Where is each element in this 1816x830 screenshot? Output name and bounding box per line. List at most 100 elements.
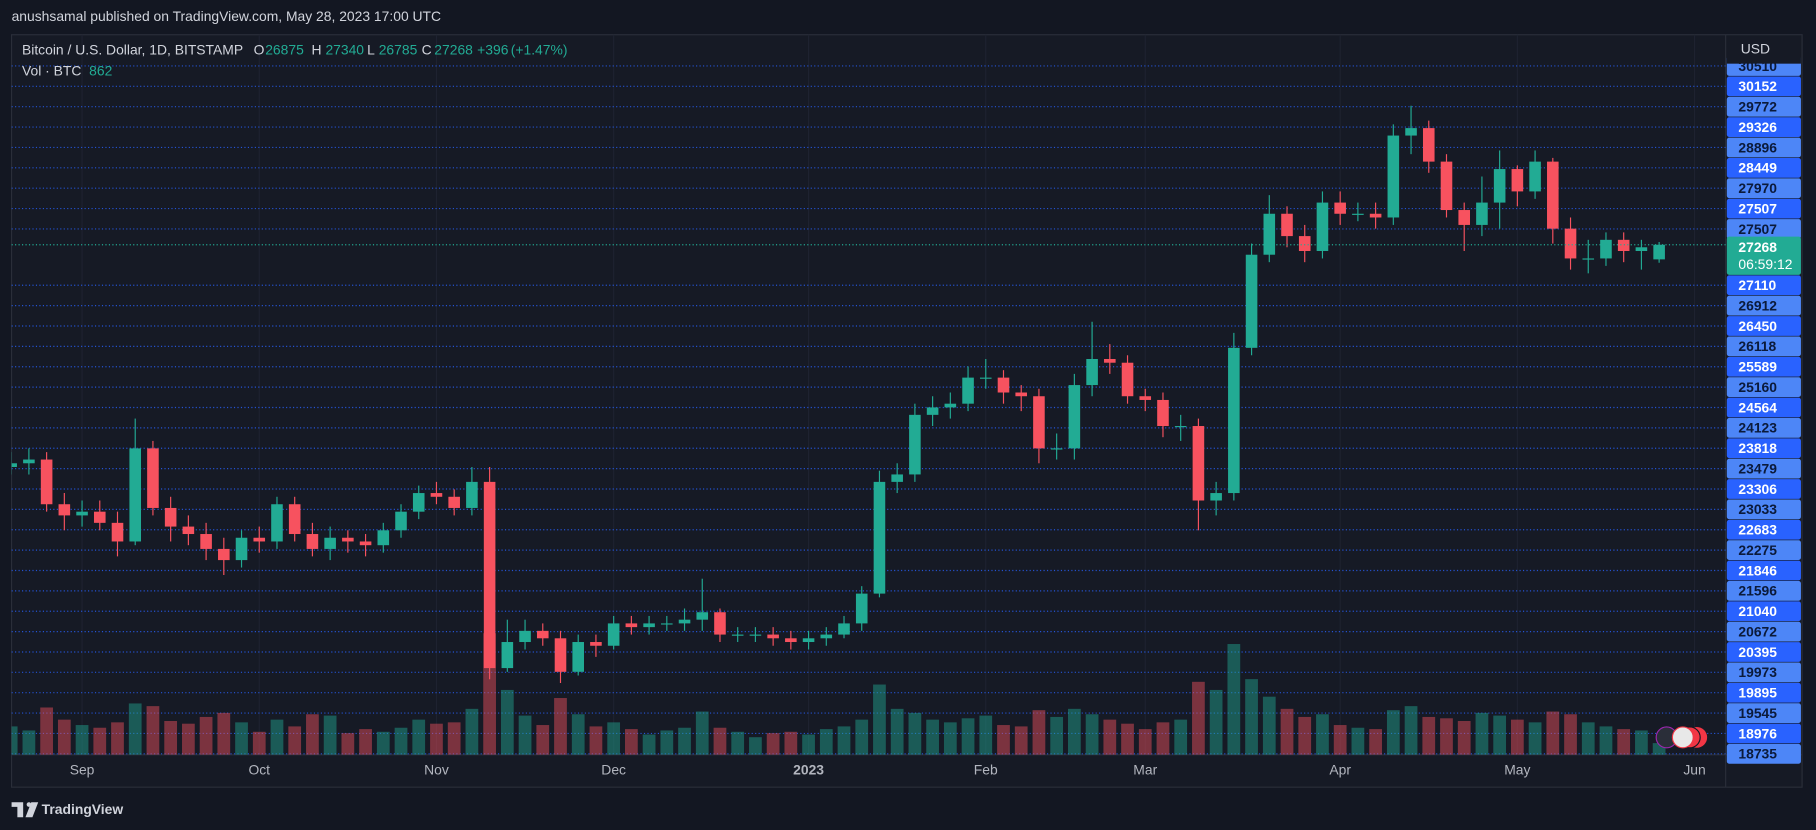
candle-body — [962, 377, 974, 404]
volume-bar — [873, 684, 886, 755]
candle-body — [1210, 493, 1222, 501]
candle-body — [359, 541, 372, 546]
level-badge — [1726, 744, 1801, 764]
last-price-badge — [1726, 236, 1801, 275]
candle-body — [448, 496, 460, 508]
candle-body — [1281, 213, 1293, 237]
volume-bar — [1635, 730, 1648, 755]
level-badge — [1726, 581, 1801, 601]
level-label: 27507 — [1738, 221, 1777, 237]
candle-body — [625, 623, 638, 628]
candle-body — [377, 530, 390, 546]
volume-bar — [1174, 719, 1188, 755]
level-label: 23306 — [1738, 481, 1777, 497]
level-label: 24123 — [1738, 420, 1777, 436]
candle-body — [1493, 169, 1506, 203]
candle-body — [200, 534, 212, 549]
volume-bar — [554, 698, 567, 755]
volume-value: 862 — [89, 62, 112, 78]
volume-bar — [943, 722, 957, 755]
candle-body — [1121, 362, 1134, 397]
candle-body — [1440, 161, 1453, 211]
logo-mark — [11, 802, 39, 818]
volume-bar — [607, 722, 621, 755]
volume-bar — [57, 719, 71, 755]
volume-bar — [1475, 712, 1489, 755]
candle-body — [1600, 239, 1612, 259]
volume-bar — [376, 731, 390, 755]
volume-bar — [908, 712, 922, 755]
volume-bar — [802, 734, 815, 755]
candle-body — [820, 634, 833, 639]
volume-bar — [997, 725, 1010, 755]
candle-body — [483, 481, 496, 669]
candle-body — [643, 623, 655, 628]
candle-body — [40, 459, 53, 505]
candle-body — [412, 493, 425, 512]
volume-bar — [1262, 696, 1276, 755]
candle-body — [554, 638, 567, 672]
volume-bar — [926, 719, 939, 755]
level-badge — [1726, 601, 1801, 622]
candle-body — [979, 377, 992, 379]
volume-bar — [252, 731, 266, 755]
change-pct: (+1.47%) — [511, 42, 568, 58]
candle-body — [519, 630, 531, 643]
volume-bar — [111, 722, 124, 755]
volume-bar — [430, 723, 443, 755]
volume-bar — [1050, 716, 1064, 755]
candle-body — [1192, 426, 1205, 501]
level-badge — [1726, 336, 1801, 357]
volume-bar — [1564, 714, 1577, 755]
currency-box — [1726, 35, 1801, 64]
volume-bar — [500, 689, 514, 755]
level-label: 19545 — [1738, 705, 1777, 721]
level-badge — [1726, 316, 1801, 336]
level-badge — [1726, 219, 1801, 239]
candle-body — [590, 642, 602, 646]
candle-body — [76, 511, 88, 516]
volume-bar — [1032, 710, 1046, 755]
level-label: 18735 — [1738, 746, 1777, 762]
volume-bar — [1510, 719, 1524, 755]
ohlc-value: 26875 — [265, 42, 304, 58]
volume-bar — [182, 723, 195, 755]
volume-bar — [1581, 722, 1595, 755]
volume-bar — [93, 727, 107, 755]
level-badge — [1726, 458, 1801, 479]
volume-bar — [1209, 689, 1223, 755]
level-badge — [1726, 560, 1801, 581]
candle-body — [1458, 210, 1470, 225]
candle-body — [1334, 202, 1346, 214]
volume-bar — [589, 726, 603, 755]
level-label: 23479 — [1738, 460, 1777, 476]
candle-body — [1157, 399, 1169, 427]
candle-body — [678, 619, 691, 624]
volume-bar — [341, 733, 355, 755]
candle-body — [1245, 254, 1258, 348]
currency: USD — [1741, 40, 1770, 56]
volume-bar — [323, 715, 337, 755]
candle-body — [696, 612, 709, 620]
volume-bar — [731, 731, 745, 755]
level-badge — [1726, 479, 1801, 499]
ohlc-value: 27340 — [325, 42, 364, 58]
candle-body — [1635, 247, 1648, 251]
x-tick-label: Apr — [1329, 762, 1351, 778]
plot-area — [11, 34, 1726, 755]
volume-bar — [199, 716, 213, 755]
level-badge — [1726, 377, 1801, 397]
volume-bar — [447, 722, 461, 755]
level-label: 25160 — [1738, 379, 1777, 395]
level-badge — [1726, 178, 1801, 199]
volume-bar — [1386, 710, 1400, 755]
candle-body — [111, 522, 124, 542]
volume-bar — [146, 706, 160, 755]
volume-bar — [1404, 706, 1418, 755]
volume-bar — [1192, 681, 1205, 755]
volume-bar — [75, 725, 89, 755]
candle-body — [164, 507, 177, 527]
volume-bar — [1085, 714, 1099, 755]
x-tick-label: Jun — [1683, 762, 1705, 778]
change: +396 — [477, 42, 509, 58]
